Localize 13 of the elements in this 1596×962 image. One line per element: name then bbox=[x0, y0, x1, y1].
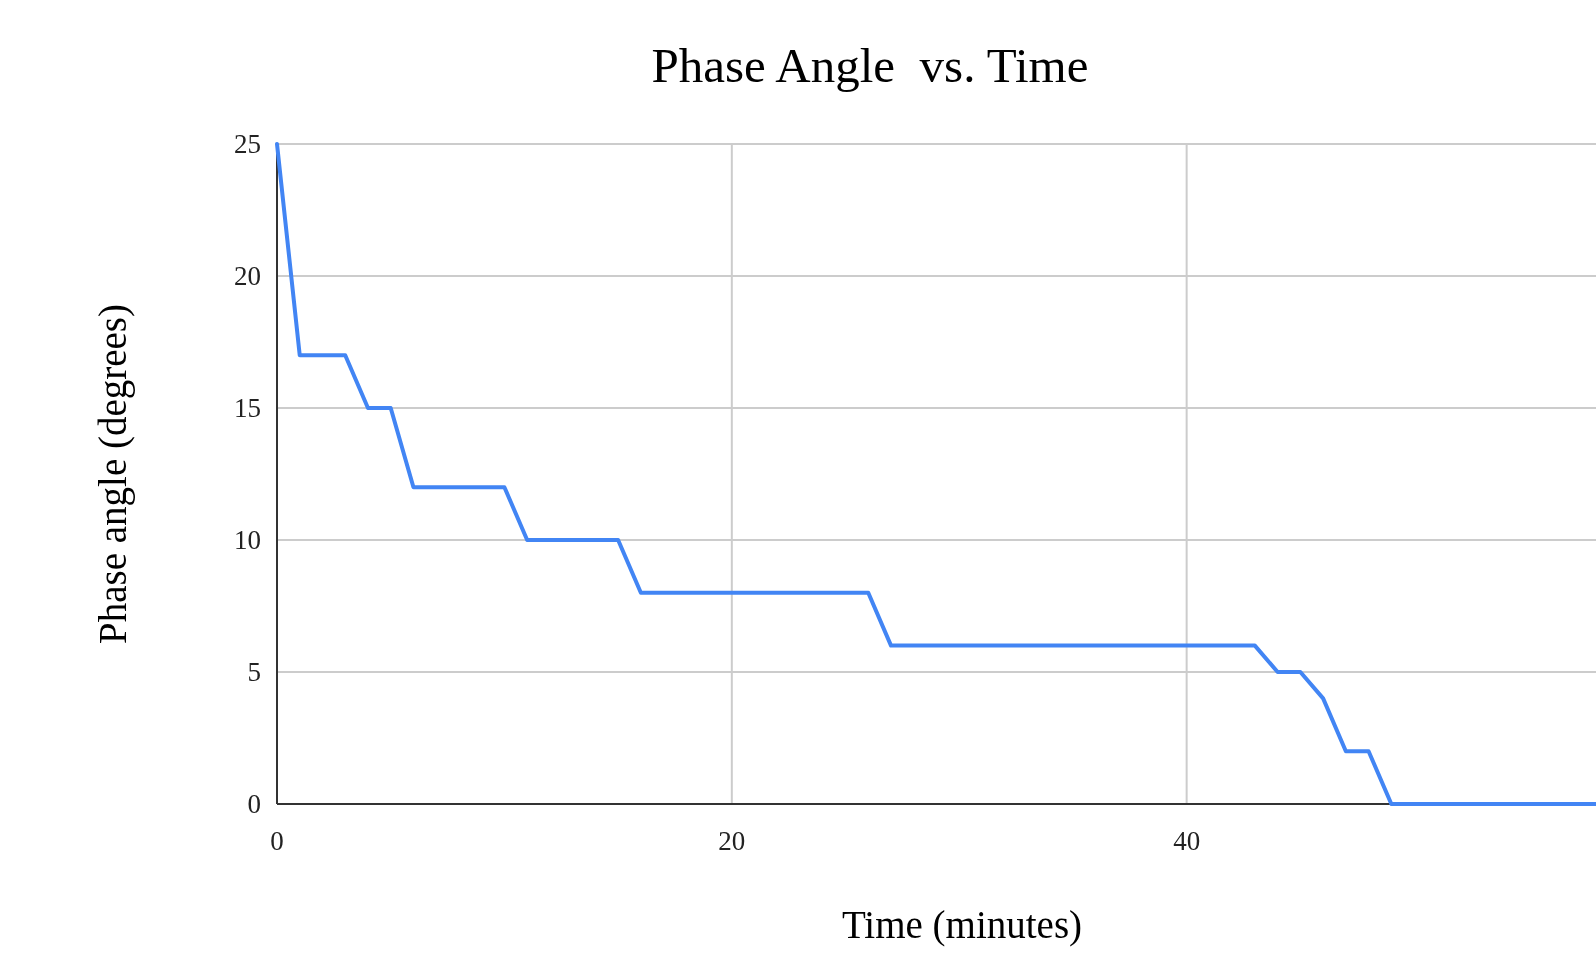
y-tick-label: 10 bbox=[234, 525, 261, 555]
y-axis-title: Phase angle (degrees) bbox=[91, 303, 135, 645]
chart-title: Phase Angle vs. Time bbox=[651, 38, 1089, 93]
y-tick-label: 20 bbox=[234, 261, 261, 291]
x-tick-label: 40 bbox=[1173, 826, 1201, 856]
x-tick-label: 0 bbox=[270, 826, 284, 856]
y-tick-label: 0 bbox=[247, 789, 261, 819]
x-tick-label: 20 bbox=[718, 826, 746, 856]
y-tick-label: 5 bbox=[247, 657, 261, 687]
y-tick-label: 25 bbox=[234, 129, 261, 159]
line-series bbox=[275, 142, 1596, 806]
x-axis-title: Time (minutes) bbox=[841, 903, 1083, 947]
y-tick-label: 15 bbox=[234, 393, 261, 423]
